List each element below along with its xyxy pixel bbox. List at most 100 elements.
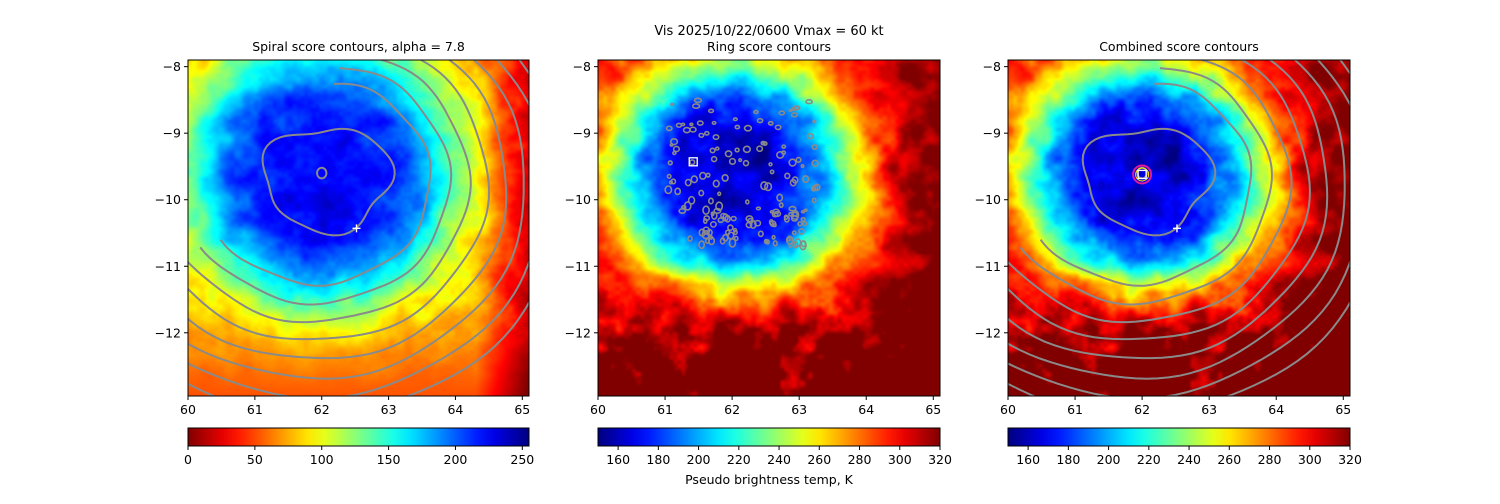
contour-speckle (755, 206, 762, 211)
center-ring-inner (1135, 167, 1150, 182)
contour-speckle (669, 137, 679, 146)
contour-speckle (689, 122, 694, 127)
contour-speckle (717, 191, 722, 197)
contour-speckle (802, 175, 810, 184)
x-tick-label: 65 (1335, 402, 1351, 417)
panel-3: Combined score contours 60 61 62 63 64 65 −8 −9 −… (975, 39, 1362, 467)
contour-inner (1081, 127, 1217, 237)
contour-speckle (717, 217, 725, 224)
y-tick-label: −12 (155, 325, 181, 340)
y-tick-label: −12 (975, 325, 1001, 340)
contour-speckle (792, 241, 799, 249)
contour-spiral-arc (188, 60, 529, 396)
colorbar-tick-label: 200 (1097, 452, 1121, 467)
contour-speckle (760, 181, 769, 191)
x-tick-label: 65 (514, 402, 530, 417)
contour-speckle (709, 147, 716, 154)
colorbar-gradient (187, 427, 530, 447)
colorbar: 0 50 100 150 200 250 (184, 427, 534, 467)
plus-marker (1172, 224, 1181, 233)
y-tick-label: −10 (975, 192, 1001, 207)
colorbar-tick-label: 100 (310, 452, 334, 467)
x-tick-label: 63 (1201, 402, 1217, 417)
contour-speckle (791, 176, 799, 184)
center-ring-marker (1132, 164, 1153, 185)
x-tick-label: 60 (180, 402, 196, 417)
x-tick-label: 61 (1067, 402, 1083, 417)
contour-speckle (698, 240, 706, 250)
contour-speckle (754, 219, 762, 227)
axes-frame (597, 59, 941, 397)
contour-spiral-arc (1008, 60, 1293, 324)
colorbar-tick-label: 160 (606, 452, 630, 467)
contour-speckle (672, 145, 681, 153)
contour-speckle (771, 234, 776, 240)
colorbar-tick-label: 200 (687, 452, 711, 467)
contour-speckle (767, 120, 774, 126)
axes-frame (187, 59, 530, 397)
contour-speckle (790, 112, 799, 118)
contour-speckle (768, 162, 773, 167)
contour-speckle (753, 109, 759, 115)
contour-speckle (670, 102, 675, 106)
contour-speckle (811, 159, 819, 167)
y-tick-label: −11 (975, 259, 1001, 274)
axes-frame (1007, 59, 1351, 397)
contour-speckle (667, 160, 673, 166)
panel-title: Combined score contours (1099, 39, 1259, 54)
contour-speckle (742, 145, 752, 154)
contour-speckle (707, 236, 716, 246)
colorbar-tick-label: 320 (928, 452, 952, 467)
contour-speckle (765, 239, 770, 245)
contour-speckle (742, 159, 750, 167)
colorbar-gradient (597, 427, 941, 447)
contour-speckle (733, 229, 738, 236)
colorbar-tick-label: 320 (1338, 452, 1362, 467)
colorbar-tick-label: 0 (184, 452, 192, 467)
contour-speckle (805, 99, 813, 105)
y-tick-label: −11 (565, 259, 591, 274)
x-tick-label: 62 (1134, 402, 1150, 417)
contour-speckle (707, 108, 715, 114)
contour-speckle (721, 173, 729, 182)
contour-speckle (720, 212, 728, 219)
contour-speckle (776, 150, 785, 159)
contour-speckle (733, 235, 739, 242)
colorbar: 160 180 200 220 240 260 280 300 320 Pseudo bright… (597, 427, 952, 487)
contour-speckle (680, 122, 686, 127)
contour-speckle (800, 216, 806, 222)
colorbar-tick-label: 220 (1137, 452, 1161, 467)
contour-speckle (784, 172, 791, 180)
panel-title: Spiral score contours, alpha = 7.8 (252, 39, 465, 54)
contour-speckle (724, 229, 731, 236)
contour-speckle (684, 178, 692, 187)
contour-speckle (811, 197, 817, 204)
contour-spiral-arc (188, 60, 529, 396)
y-tick-label: −9 (573, 126, 591, 141)
contour-spiral-arc (188, 60, 491, 341)
contours (1008, 60, 1350, 396)
contour-speckle (744, 199, 750, 205)
panel-title: Ring score contours (707, 39, 831, 54)
colorbar-gradient (1007, 427, 1351, 447)
contour-speckle (803, 208, 808, 212)
x-tick-label: 64 (1268, 402, 1284, 417)
contour-speckle (670, 178, 677, 185)
colorbar-tick-label: 240 (1177, 452, 1201, 467)
square-marker (688, 157, 698, 167)
x-tick-label: 65 (925, 402, 941, 417)
contour-speckle (788, 242, 793, 249)
contour-speckle (672, 150, 677, 156)
x-tick-label: 62 (314, 402, 330, 417)
contour-spiral-arc (188, 60, 508, 360)
contour-speckle (710, 155, 718, 163)
contour-speckle (727, 224, 734, 232)
contour-speckle (802, 221, 808, 227)
y-tick-label: −8 (983, 59, 1001, 74)
contour-speckle (693, 97, 703, 104)
contour-speckle (728, 238, 737, 248)
contour-inner (261, 127, 396, 237)
contour-speckle (691, 103, 701, 110)
